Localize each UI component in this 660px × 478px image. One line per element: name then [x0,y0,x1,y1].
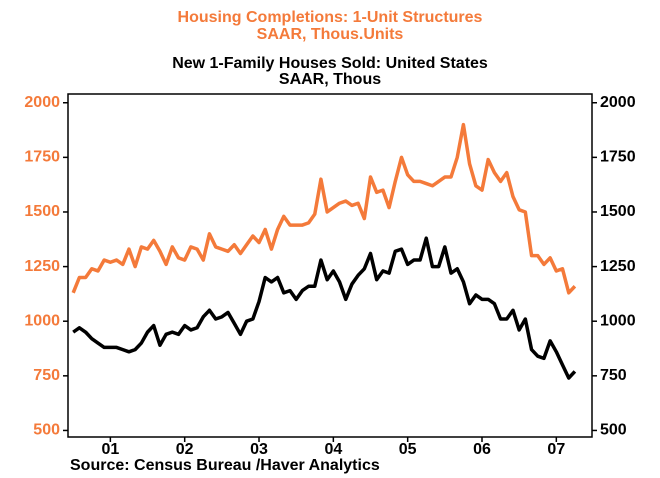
series-line [72,236,577,380]
y-tick-label: 750 [33,367,60,384]
y-tick-label: 500 [33,422,60,439]
y-tick-label: 1500 [24,203,60,220]
x-tick-label: 05 [399,441,417,458]
x-tick-label: 06 [473,441,491,458]
x-tick-label: 07 [547,441,565,458]
y2-tick-label: 500 [600,422,627,439]
y2-tick-label: 1750 [600,149,636,166]
plot-frame [67,93,593,438]
y-tick-label: 2000 [24,94,60,111]
y-tick-label: 1000 [24,312,60,329]
x-tick-label: 03 [250,441,268,458]
x-tick-label: 04 [324,441,342,458]
y2-tick-label: 1250 [600,258,636,275]
y2-tick-label: 2000 [600,94,636,111]
y2-tick-label: 1500 [600,203,636,220]
chart-subtitle-2: SAAR, Thous [279,71,381,88]
y2-tick-label: 1000 [600,312,636,329]
y2-tick-label: 750 [600,367,627,384]
source: Source: Census Bureau /Haver Analytics [70,457,380,474]
series-line [71,122,577,295]
chart-title: Housing Completions: 1-Unit Structures [178,9,483,26]
chart-title-2: New 1-Family Houses Sold: United States [172,55,488,72]
chart-subtitle: SAAR, Thous.Units [257,26,404,43]
x-tick-label: 02 [176,441,194,458]
x-tick-label: 01 [101,441,119,458]
y-tick-label: 1250 [24,258,60,275]
y-tick-label: 1750 [24,149,60,166]
